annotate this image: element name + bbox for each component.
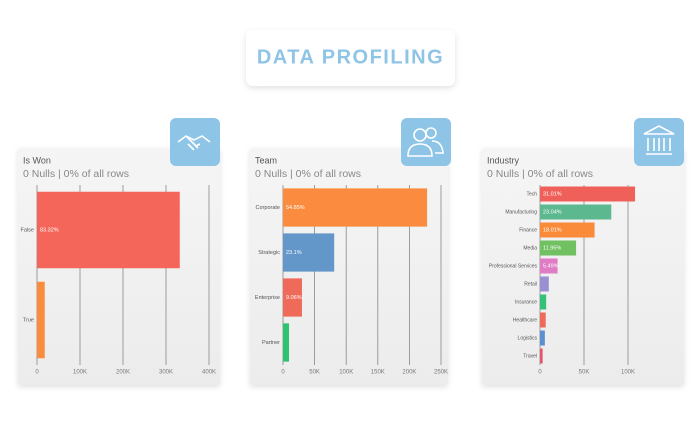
category-label: Insurance bbox=[515, 299, 537, 305]
bar bbox=[283, 278, 302, 317]
bar bbox=[37, 281, 45, 359]
category-label: Retail bbox=[524, 281, 537, 287]
category-label: True bbox=[23, 317, 34, 323]
category-label: Healthcare bbox=[513, 317, 537, 323]
chart-title: Industry bbox=[487, 155, 520, 165]
bar bbox=[540, 330, 545, 346]
value-label: 23.04% bbox=[543, 209, 562, 215]
chart-subtitle: 0 Nulls | 0% of all rows bbox=[487, 168, 593, 180]
cards: Is Won 0 Nulls | 0% of all rows 0 100K 200K 3… bbox=[18, 148, 684, 385]
card bbox=[250, 148, 448, 385]
bar bbox=[540, 186, 636, 202]
bar bbox=[540, 294, 547, 310]
x-tick-label: 0 bbox=[538, 370, 542, 376]
x-tick-label: 0 bbox=[281, 370, 285, 376]
category-label: Partner bbox=[262, 340, 280, 346]
x-tick-label: 400K bbox=[202, 370, 216, 376]
chart-title: Is Won bbox=[23, 155, 51, 165]
x-tick-label: 100K bbox=[339, 370, 353, 376]
header-title: DATA PROFILING bbox=[257, 46, 444, 68]
bar bbox=[540, 204, 612, 220]
bar bbox=[540, 312, 546, 328]
category-label: Travel bbox=[523, 353, 537, 359]
bar bbox=[540, 276, 549, 292]
x-tick-label: 50K bbox=[309, 370, 320, 376]
x-tick-label: 300K bbox=[159, 370, 173, 376]
icons bbox=[170, 118, 684, 166]
category-label: Tech bbox=[526, 191, 537, 197]
bank-icon bbox=[643, 125, 675, 155]
value-label: 5.49% bbox=[543, 263, 559, 269]
category-label: Corporate bbox=[256, 205, 280, 211]
category-label: Enterprise bbox=[255, 295, 280, 301]
icon-box bbox=[170, 118, 220, 166]
x-tick-label: 150K bbox=[371, 370, 385, 376]
x-tick-label: 50K bbox=[579, 370, 590, 376]
x-tick-label: 200K bbox=[402, 370, 416, 376]
value-label: 83.32% bbox=[40, 227, 59, 233]
bar bbox=[540, 348, 543, 364]
people-icon bbox=[425, 127, 437, 139]
chart-title: Team bbox=[255, 155, 277, 165]
value-label: 23.1% bbox=[286, 250, 302, 256]
value-label: 11.95% bbox=[543, 245, 561, 251]
bar bbox=[283, 188, 428, 227]
bar bbox=[283, 233, 335, 272]
x-tick-label: 250K bbox=[434, 370, 448, 376]
value-label: 9.06% bbox=[286, 295, 302, 301]
bar bbox=[540, 240, 577, 256]
value-label: 31.01% bbox=[543, 191, 562, 197]
people-icon bbox=[407, 140, 444, 157]
category-label: Strategic bbox=[258, 250, 280, 256]
bar bbox=[37, 191, 180, 269]
category-label: Manufacturing bbox=[505, 209, 537, 215]
x-tick-label: 0 bbox=[35, 370, 39, 376]
card bbox=[482, 148, 684, 385]
x-tick-label: 100K bbox=[73, 370, 87, 376]
bar bbox=[283, 323, 290, 362]
chart-subtitle: 0 Nulls | 0% of all rows bbox=[255, 168, 361, 180]
handshake-icon bbox=[177, 135, 211, 151]
category-label: Professional Services bbox=[489, 263, 538, 269]
icon-box bbox=[401, 118, 451, 166]
x-tick-label: 100K bbox=[621, 370, 635, 376]
chart-subtitle: 0 Nulls | 0% of all rows bbox=[23, 168, 129, 180]
category-label: Media bbox=[523, 245, 537, 251]
x-tick-label: 200K bbox=[116, 370, 130, 376]
bar bbox=[540, 222, 595, 238]
bar bbox=[540, 258, 558, 274]
category-label: Finance bbox=[519, 227, 537, 233]
category-label: Logistics bbox=[518, 335, 538, 341]
header-box bbox=[246, 30, 455, 86]
category-label: False bbox=[21, 227, 34, 233]
value-label: 18.01% bbox=[543, 227, 562, 233]
value-label: 54.85% bbox=[286, 205, 305, 211]
